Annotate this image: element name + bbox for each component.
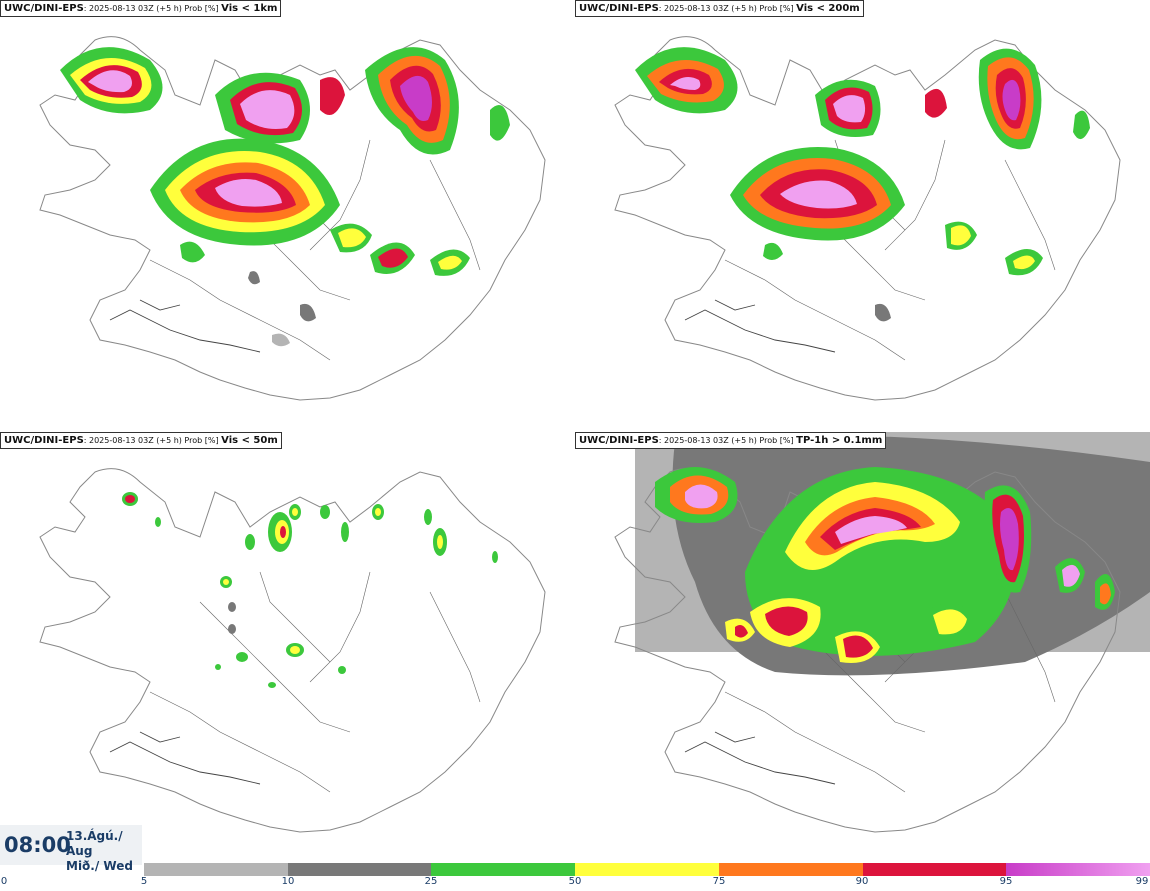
panel-title: UWC/DINI-EPS: 2025-08-13 03Z (+5 h) Prob… [0, 432, 282, 449]
iceland-map [39, 36, 546, 401]
colorbar-tick: 25 [424, 876, 438, 887]
colorbar-tick: 90 [855, 876, 869, 887]
colorbar-tick: 50 [568, 876, 582, 887]
colorbar-tick: 5 [140, 876, 148, 887]
date-line-2: Mið./ Wed [66, 859, 133, 873]
date-line-1: 13.Ágú./ Aug [66, 829, 123, 858]
panel-title: UWC/DINI-EPS: 2025-08-13 03Z (+5 h) Prob… [575, 432, 887, 449]
probability-shading [122, 492, 498, 688]
colorbar-tick: 75 [712, 876, 726, 887]
forecast-date: 13.Ágú./ Aug Mið./ Wed [66, 829, 142, 874]
probability-shading [655, 467, 1115, 663]
colorbar-seg-95-99 [1006, 863, 1150, 876]
colorbar [144, 863, 1150, 876]
colorbar-seg-90-95 [862, 863, 1007, 876]
panel-title: UWC/DINI-EPS: 2025-08-13 03Z (+5 h) Prob… [575, 0, 864, 17]
colorbar-tick: 95 [999, 876, 1013, 887]
colorbar-seg-5-10 [144, 863, 288, 876]
iceland-map [39, 468, 546, 833]
colorbar-seg-25-50 [431, 863, 576, 876]
colorbar-tick: 0 [0, 876, 8, 887]
iceland-map [614, 36, 1121, 401]
forecast-time: 08:00 [4, 833, 71, 857]
colorbar-tick: 99 [1135, 876, 1149, 887]
timestamp-box: 08:00 13.Ágú./ Aug Mið./ Wed [0, 825, 142, 873]
panel-title: UWC/DINI-EPS: 2025-08-13 03Z (+5 h) Prob… [0, 0, 282, 17]
map-panel-vis-50m: UWC/DINI-EPS: 2025-08-13 03Z (+5 h) Prob… [0, 432, 575, 864]
colorbar-seg-75-90 [718, 863, 863, 876]
probability-shading [60, 47, 510, 347]
colorbar-seg-10-25 [287, 863, 432, 876]
map-panel-tp-1h: UWC/DINI-EPS: 2025-08-13 03Z (+5 h) Prob… [575, 432, 1150, 864]
map-panel-vis-200m: UWC/DINI-EPS: 2025-08-13 03Z (+5 h) Prob… [575, 0, 1150, 432]
iceland-map [614, 432, 1150, 833]
probability-shading [635, 47, 1090, 322]
colorbar-tick: 10 [281, 876, 295, 887]
colorbar-seg-50-75 [575, 863, 719, 876]
map-panel-vis-1km: UWC/DINI-EPS: 2025-08-13 03Z (+5 h) Prob… [0, 0, 575, 432]
